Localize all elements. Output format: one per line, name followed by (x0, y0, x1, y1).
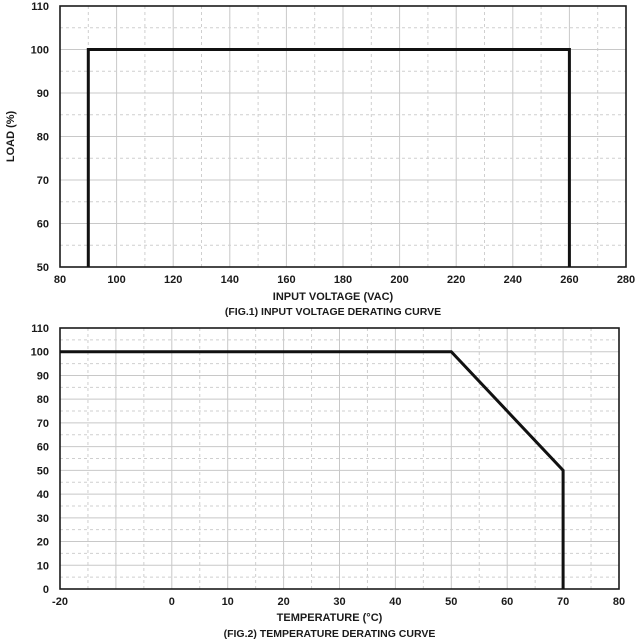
fig1-x-tick-label: 180 (334, 274, 352, 286)
fig1-y-tick-label: 60 (37, 219, 49, 231)
fig2-y-tick-label: 0 (43, 584, 49, 596)
fig1-x-tick-label: 220 (447, 274, 465, 286)
fig2-y-tick-label: 110 (31, 323, 49, 335)
fig2-x-tick-label: 70 (557, 596, 569, 608)
fig2-y-tick-label: 60 (37, 442, 49, 454)
fig1-x-tick-label: 200 (390, 274, 408, 286)
fig1-caption: (FIG.1) INPUT VOLTAGE DERATING CURVE (225, 306, 441, 318)
fig1-derating-line (86, 48, 571, 267)
fig1-y-tick-label: 110 (31, 1, 49, 13)
fig2-x-tick-label: 40 (389, 596, 401, 608)
temperature-derating-chart: -20 0 10 20 30 40 50 60 70 8001020304050607080901… (31, 323, 625, 640)
fig2-y-tick-label: 30 (37, 513, 49, 525)
fig2-x-tick-label: 60 (501, 596, 513, 608)
fig2-caption: (FIG.2) TEMPERATURE DERATING CURVE (224, 628, 436, 640)
fig2-x-tick-label: 20 (277, 596, 289, 608)
fig1-y-tick-label: 90 (37, 88, 49, 100)
fig2-x-tick-label: 10 (222, 596, 234, 608)
fig2-y-tick-label: 10 (37, 560, 49, 572)
fig1-y-tick-label: 50 (37, 262, 49, 274)
fig2-x-tick-label: 30 (333, 596, 345, 608)
fig2-y-tick-label: 70 (37, 418, 49, 430)
fig1-y-tick-label: 100 (31, 45, 49, 57)
fig2-derating-line (60, 350, 565, 589)
fig1-x-axis-title: INPUT VOLTAGE (VAC) (273, 291, 394, 303)
fig1-x-tick-label: 240 (504, 274, 522, 286)
fig2-x-tick-label: 0 (169, 596, 175, 608)
fig2-y-tick-label: 100 (31, 347, 49, 359)
fig1-plot-frame (59, 5, 627, 268)
input-voltage-derating-chart: 80 100 120 140 160 180 200 220 240 260 280 50 60 70 80… (5, 1, 635, 318)
fig1-x-tick-label: 160 (277, 274, 295, 286)
fig2-x-tick-label: 80 (613, 596, 625, 608)
fig2-x-axis-title: TEMPERATURE (°C) (277, 612, 383, 624)
fig2-y-tick-label: 90 (37, 370, 49, 382)
fig2-x-tick-label: 50 (445, 596, 457, 608)
fig2-y-tick-label: 20 (37, 537, 49, 549)
fig1-y-axis-title: LOAD (%) (5, 111, 17, 163)
fig1-x-tick-label: 80 (54, 274, 66, 286)
fig1-y-tick-label: 70 (37, 175, 49, 187)
fig1-y-tick-label: 80 (37, 132, 49, 144)
fig2-y-tick-label: 50 (37, 465, 49, 477)
fig2-plot-frame (59, 327, 620, 590)
fig1-x-tick-label: 140 (221, 274, 239, 286)
fig1-x-tick-label: 120 (164, 274, 182, 286)
fig2-y-tick-label: 40 (37, 489, 49, 501)
fig1-x-tick-label: 280 (617, 274, 635, 286)
fig1-x-tick-label: 100 (107, 274, 125, 286)
fig1-x-tick-label: 260 (560, 274, 578, 286)
fig2-x-tick-label: -20 (52, 596, 68, 608)
fig2-y-tick-label: 80 (37, 394, 49, 406)
